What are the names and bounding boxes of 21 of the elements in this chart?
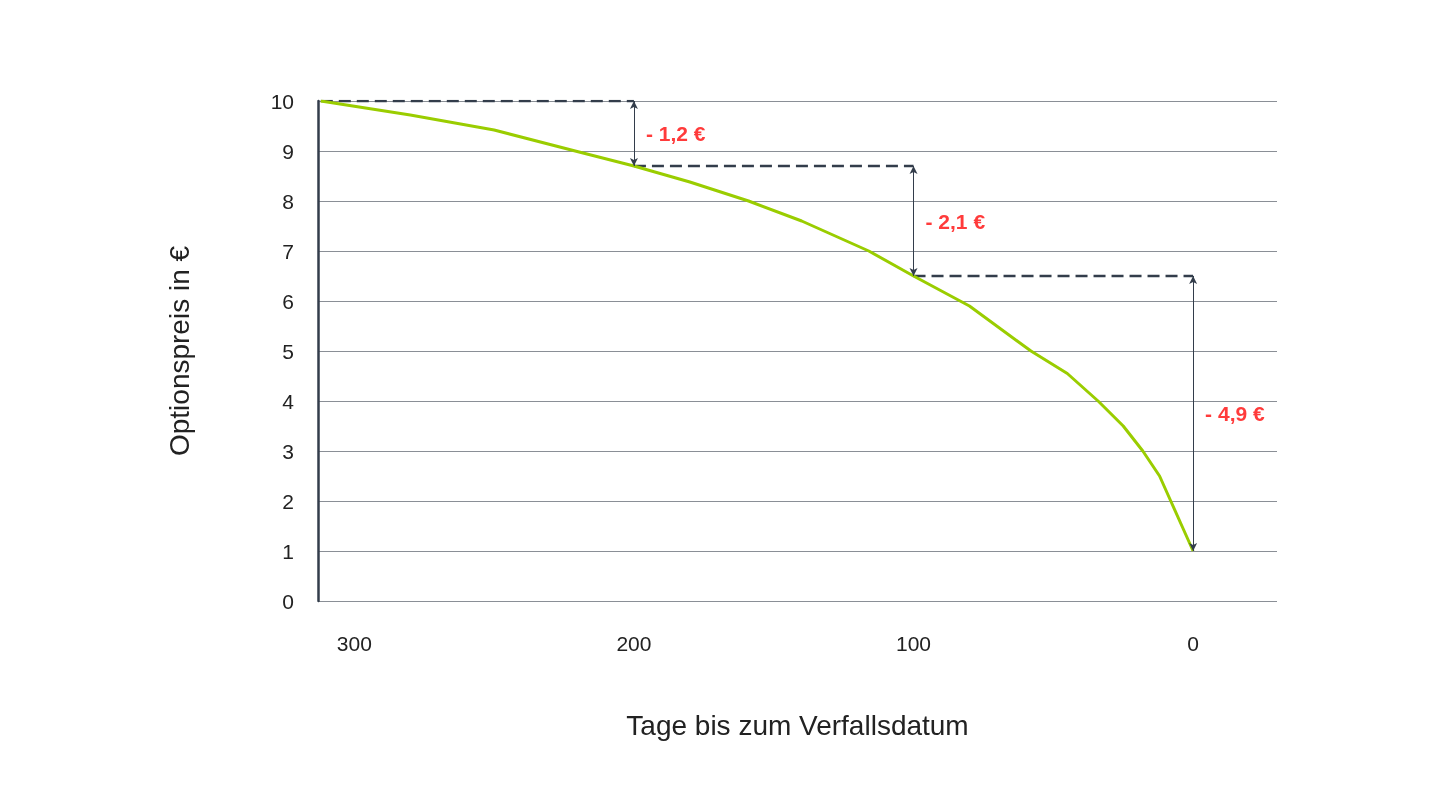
annotation: - 1,2 €	[645, 122, 706, 145]
y-tick-label: 2	[282, 489, 294, 513]
y-tick-label: 4	[282, 389, 295, 413]
annotation: - 4,9 €	[1205, 402, 1265, 425]
y-tick-label: 5	[282, 339, 294, 363]
y-tick-label: 0	[282, 589, 294, 613]
x-axis-title: Tage bis zum Verfallsdatum	[626, 709, 969, 741]
x-tick-label: 0	[1187, 632, 1199, 655]
annotation: - 2,1 €	[925, 209, 986, 233]
x-tick-label: 200	[616, 632, 652, 655]
y-tick-label: 9	[282, 139, 294, 163]
y-tick-label: 7	[282, 239, 294, 263]
y-tick-label: 3	[282, 439, 294, 463]
y-axis-title: Optionspreis in €	[163, 245, 195, 457]
y-tick-label: 6	[282, 289, 294, 313]
y-tick-label: 8	[282, 189, 294, 213]
x-tick-label: 300	[336, 632, 372, 655]
x-tick-label: 100	[896, 632, 932, 655]
y-tick-label: 10	[270, 89, 294, 113]
y-tick-label: 1	[282, 539, 294, 563]
line-series	[319, 99, 1195, 553]
